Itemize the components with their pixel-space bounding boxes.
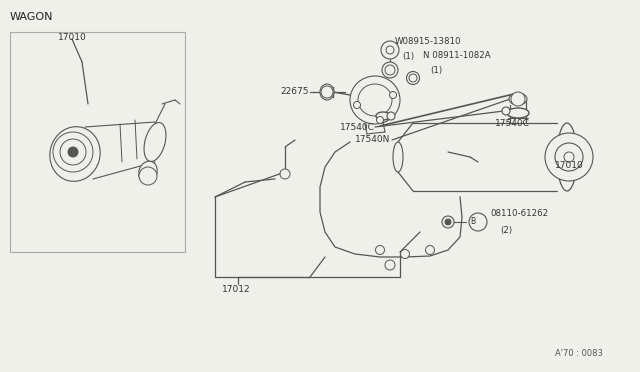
Text: (2): (2)	[500, 225, 512, 234]
Text: 17010: 17010	[58, 32, 87, 42]
Circle shape	[280, 169, 290, 179]
Circle shape	[353, 102, 360, 109]
Ellipse shape	[406, 71, 419, 84]
Circle shape	[555, 143, 583, 171]
Text: (1): (1)	[430, 65, 442, 74]
Circle shape	[426, 246, 435, 254]
Circle shape	[409, 74, 417, 82]
Ellipse shape	[50, 126, 100, 181]
Ellipse shape	[509, 93, 527, 105]
Text: WAGON: WAGON	[10, 12, 54, 22]
Circle shape	[469, 213, 487, 231]
FancyBboxPatch shape	[10, 32, 185, 252]
Circle shape	[381, 41, 399, 59]
Circle shape	[53, 132, 93, 172]
Circle shape	[387, 112, 395, 120]
Text: (1): (1)	[402, 51, 414, 61]
Text: 17540C: 17540C	[495, 119, 530, 128]
Circle shape	[60, 139, 86, 165]
Circle shape	[502, 107, 510, 115]
Text: 17012: 17012	[222, 285, 251, 295]
Text: A'70 : 0083: A'70 : 0083	[555, 350, 603, 359]
Circle shape	[401, 250, 410, 259]
Text: B: B	[470, 218, 476, 227]
Circle shape	[545, 133, 593, 181]
Text: 22675: 22675	[280, 87, 308, 96]
Circle shape	[68, 147, 78, 157]
Text: 17540N: 17540N	[355, 135, 390, 144]
Text: 17010: 17010	[555, 160, 584, 170]
Circle shape	[385, 260, 395, 270]
Text: W08915-13810: W08915-13810	[395, 38, 461, 46]
Circle shape	[442, 216, 454, 228]
Circle shape	[390, 92, 397, 99]
Circle shape	[445, 219, 451, 225]
Circle shape	[321, 86, 333, 98]
Ellipse shape	[376, 112, 390, 120]
Circle shape	[376, 116, 383, 124]
Ellipse shape	[320, 84, 334, 100]
Ellipse shape	[144, 122, 166, 161]
Circle shape	[511, 92, 525, 106]
Text: N 08911-1082A: N 08911-1082A	[423, 51, 491, 61]
Circle shape	[386, 46, 394, 54]
Circle shape	[385, 65, 395, 75]
Text: 17540C: 17540C	[340, 122, 375, 131]
Ellipse shape	[350, 76, 400, 124]
Circle shape	[139, 167, 157, 185]
Text: 08110-61262: 08110-61262	[490, 209, 548, 218]
Circle shape	[376, 246, 385, 254]
Ellipse shape	[393, 142, 403, 172]
Ellipse shape	[507, 108, 529, 118]
Ellipse shape	[139, 161, 157, 183]
Ellipse shape	[358, 84, 392, 116]
Circle shape	[564, 152, 574, 162]
Ellipse shape	[557, 123, 577, 191]
Ellipse shape	[382, 62, 398, 78]
